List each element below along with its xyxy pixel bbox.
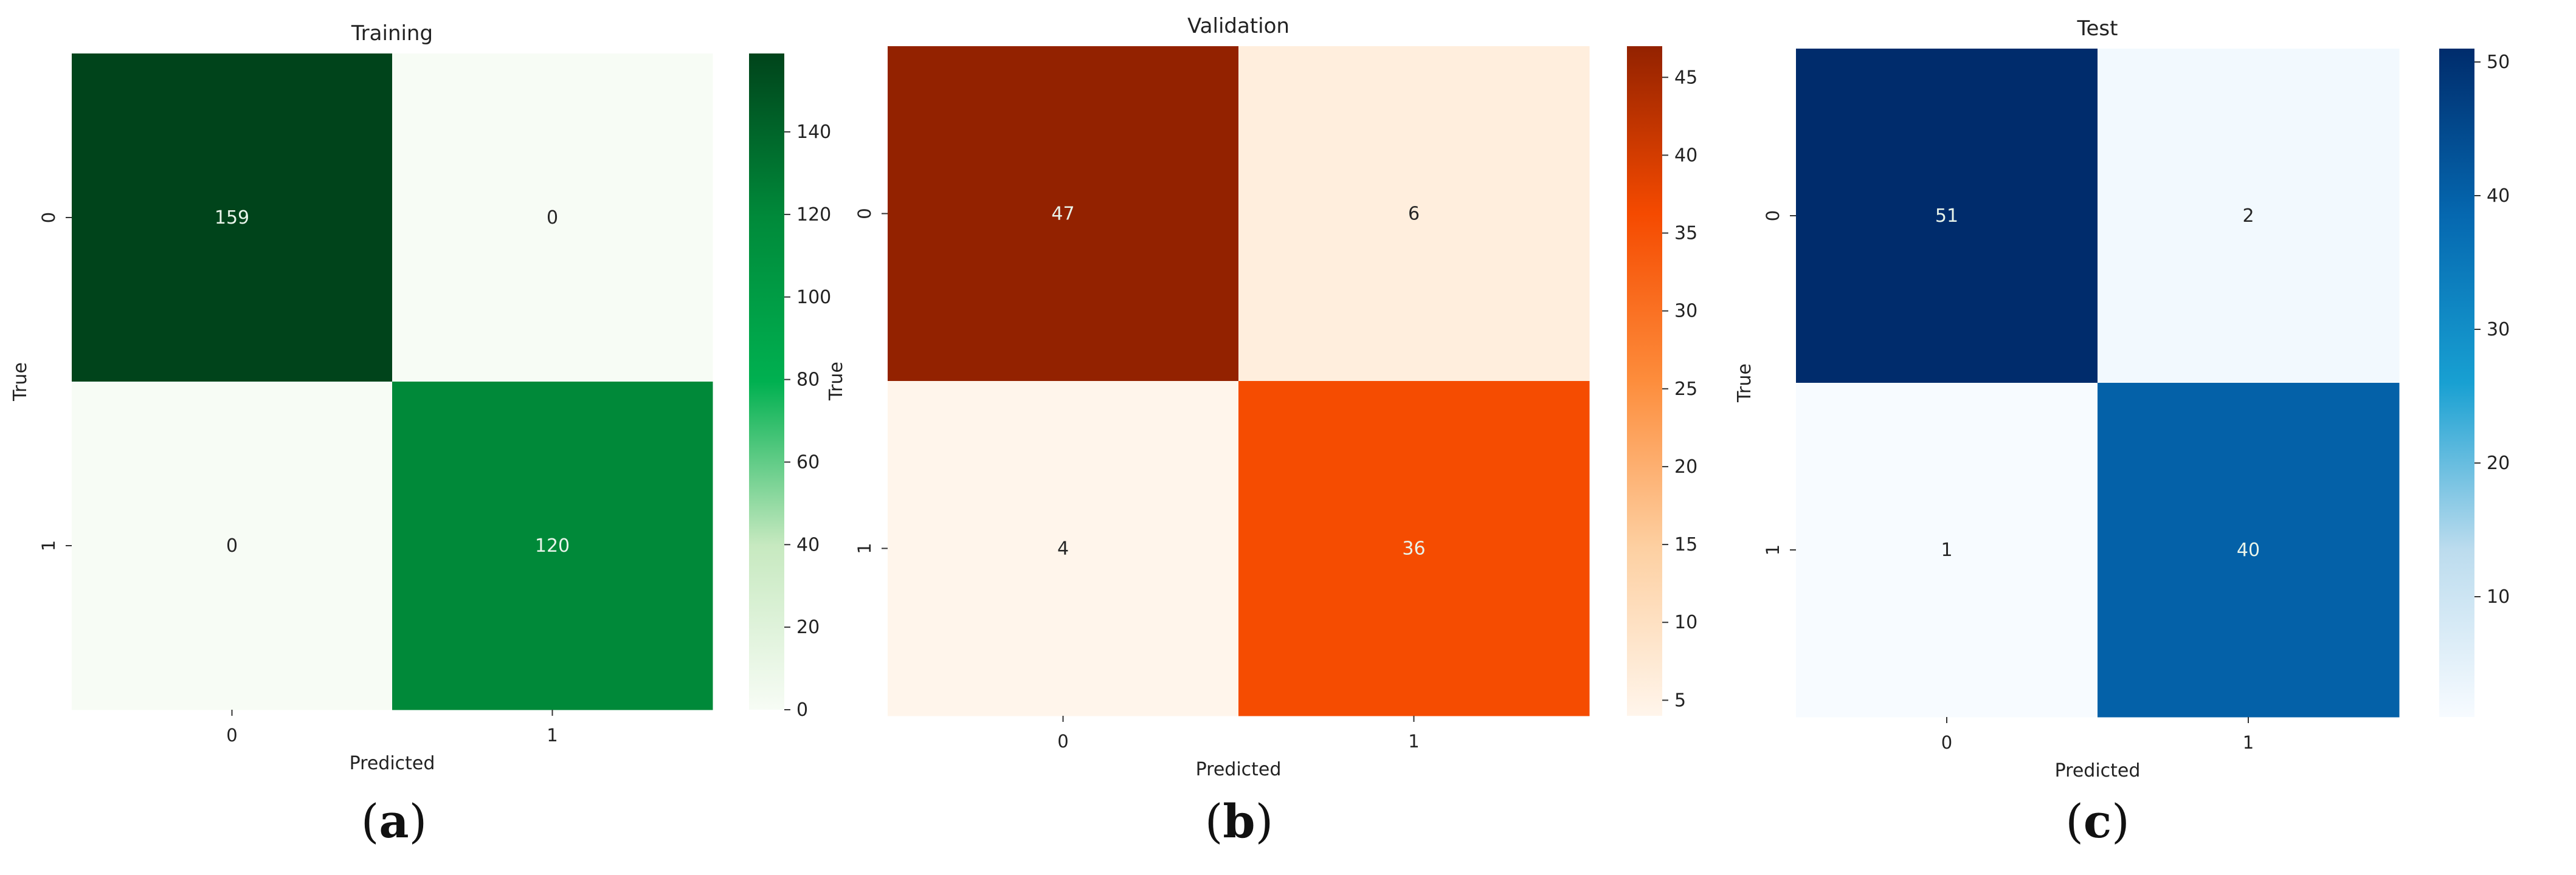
heatmap-cell-1-1: [392, 382, 713, 710]
panel-letter: b: [1223, 794, 1255, 848]
cell-value-label: 1: [1941, 540, 1952, 561]
chart-title: Validation: [1187, 14, 1290, 38]
panel-letter: a: [379, 794, 409, 848]
cell-value-label: 120: [535, 535, 570, 557]
colorbar-tick-label: 140: [796, 122, 831, 143]
panel-caption: (a): [361, 794, 427, 848]
x-tick-label: 0: [1057, 731, 1068, 752]
heatmap-cell-0-1: [1238, 46, 1590, 382]
y-tick-label: 0: [38, 212, 59, 223]
colorbar-tick-label: 0: [796, 699, 808, 721]
x-tick-label: 1: [1408, 731, 1419, 752]
colorbar-tick-label: 40: [1674, 145, 1697, 166]
panel-caption: (b): [1205, 794, 1273, 848]
x-tick-label: 1: [547, 725, 558, 746]
cell-value-label: 51: [1935, 205, 1958, 227]
colorbar-tick-label: 20: [796, 617, 820, 638]
cell-value-label: 6: [1408, 204, 1420, 225]
panel-caption: (c): [2065, 794, 2130, 848]
heatmap-cell-1-0: [888, 381, 1239, 716]
cell-value-label: 159: [215, 207, 249, 228]
colorbar-tick-label: 25: [1674, 379, 1697, 400]
y-tick-label: 0: [1763, 210, 1783, 221]
colorbar-tick-label: 10: [2487, 586, 2510, 608]
colorbar-tick-label: 30: [1674, 301, 1697, 322]
colorbar-tick-label: 15: [1674, 534, 1697, 555]
panel-letter: c: [2084, 794, 2112, 848]
x-tick-label: 0: [1941, 732, 1952, 753]
cell-value-label: 36: [1402, 538, 1425, 560]
heatmap-cell-1-0: [1796, 383, 2098, 718]
colorbar-tick-label: 100: [796, 287, 831, 308]
y-axis-label: True: [826, 362, 847, 401]
cell-value-label: 0: [226, 535, 238, 557]
x-tick-label: 1: [2243, 732, 2254, 753]
colorbar-tick-label: 35: [1674, 223, 1697, 244]
colorbar-tick-label: 10: [1674, 612, 1697, 633]
cell-value-label: 4: [1057, 538, 1069, 560]
colorbar-tick-label: 45: [1674, 67, 1697, 88]
heatmap-cell-0-1: [2098, 49, 2400, 383]
colorbar-tick-label: 30: [2487, 319, 2510, 340]
y-tick-label: 1: [854, 543, 875, 554]
cell-value-label: 0: [547, 207, 558, 228]
heatmap-cell-0-0: [72, 53, 393, 382]
colorbar: [2439, 49, 2474, 717]
colorbar: [749, 53, 784, 710]
cell-value-label: 40: [2237, 540, 2260, 561]
y-axis-label: True: [1734, 363, 1755, 403]
colorbar-tick-label: 40: [2487, 185, 2510, 207]
heatmap-cell-1-1: [1238, 381, 1590, 716]
colorbar-tick-label: 20: [2487, 453, 2510, 474]
colorbar-tick-label: 60: [796, 451, 820, 473]
y-tick-label: 1: [38, 540, 59, 551]
heatmap-cell-1-1: [2098, 383, 2400, 718]
colorbar-tick-label: 50: [2487, 52, 2510, 73]
cell-value-label: 47: [1051, 204, 1074, 225]
chart-title: Training: [351, 21, 433, 46]
colorbar-tick-label: 20: [1674, 456, 1697, 478]
chart-panel-a: 159 0 0 120 Training 0 1 0 1 Predicted True 0 20 40 60…: [10, 21, 831, 848]
y-tick-label: 1: [1763, 544, 1783, 555]
heatmap-cell-0-0: [1796, 49, 2098, 383]
colorbar-tick-label: 80: [796, 369, 820, 391]
heatmap-cell-0-1: [392, 53, 713, 382]
y-axis-label: True: [10, 362, 31, 402]
colorbar-tick-label: 40: [796, 534, 820, 555]
y-tick-label: 0: [854, 208, 875, 219]
colorbar-tick-label: 5: [1674, 690, 1686, 711]
heatmap-cell-1-0: [72, 382, 393, 710]
x-axis-label: Predicted: [2055, 760, 2141, 781]
x-axis-label: Predicted: [350, 753, 435, 774]
chart-title: Test: [2077, 16, 2118, 41]
cell-value-label: 2: [2242, 205, 2254, 227]
heatmap-cell-0-0: [888, 46, 1239, 382]
colorbar-tick-label: 120: [796, 204, 831, 225]
x-tick-label: 0: [226, 725, 237, 746]
colorbar: [1627, 46, 1662, 716]
x-axis-label: Predicted: [1196, 759, 1282, 780]
